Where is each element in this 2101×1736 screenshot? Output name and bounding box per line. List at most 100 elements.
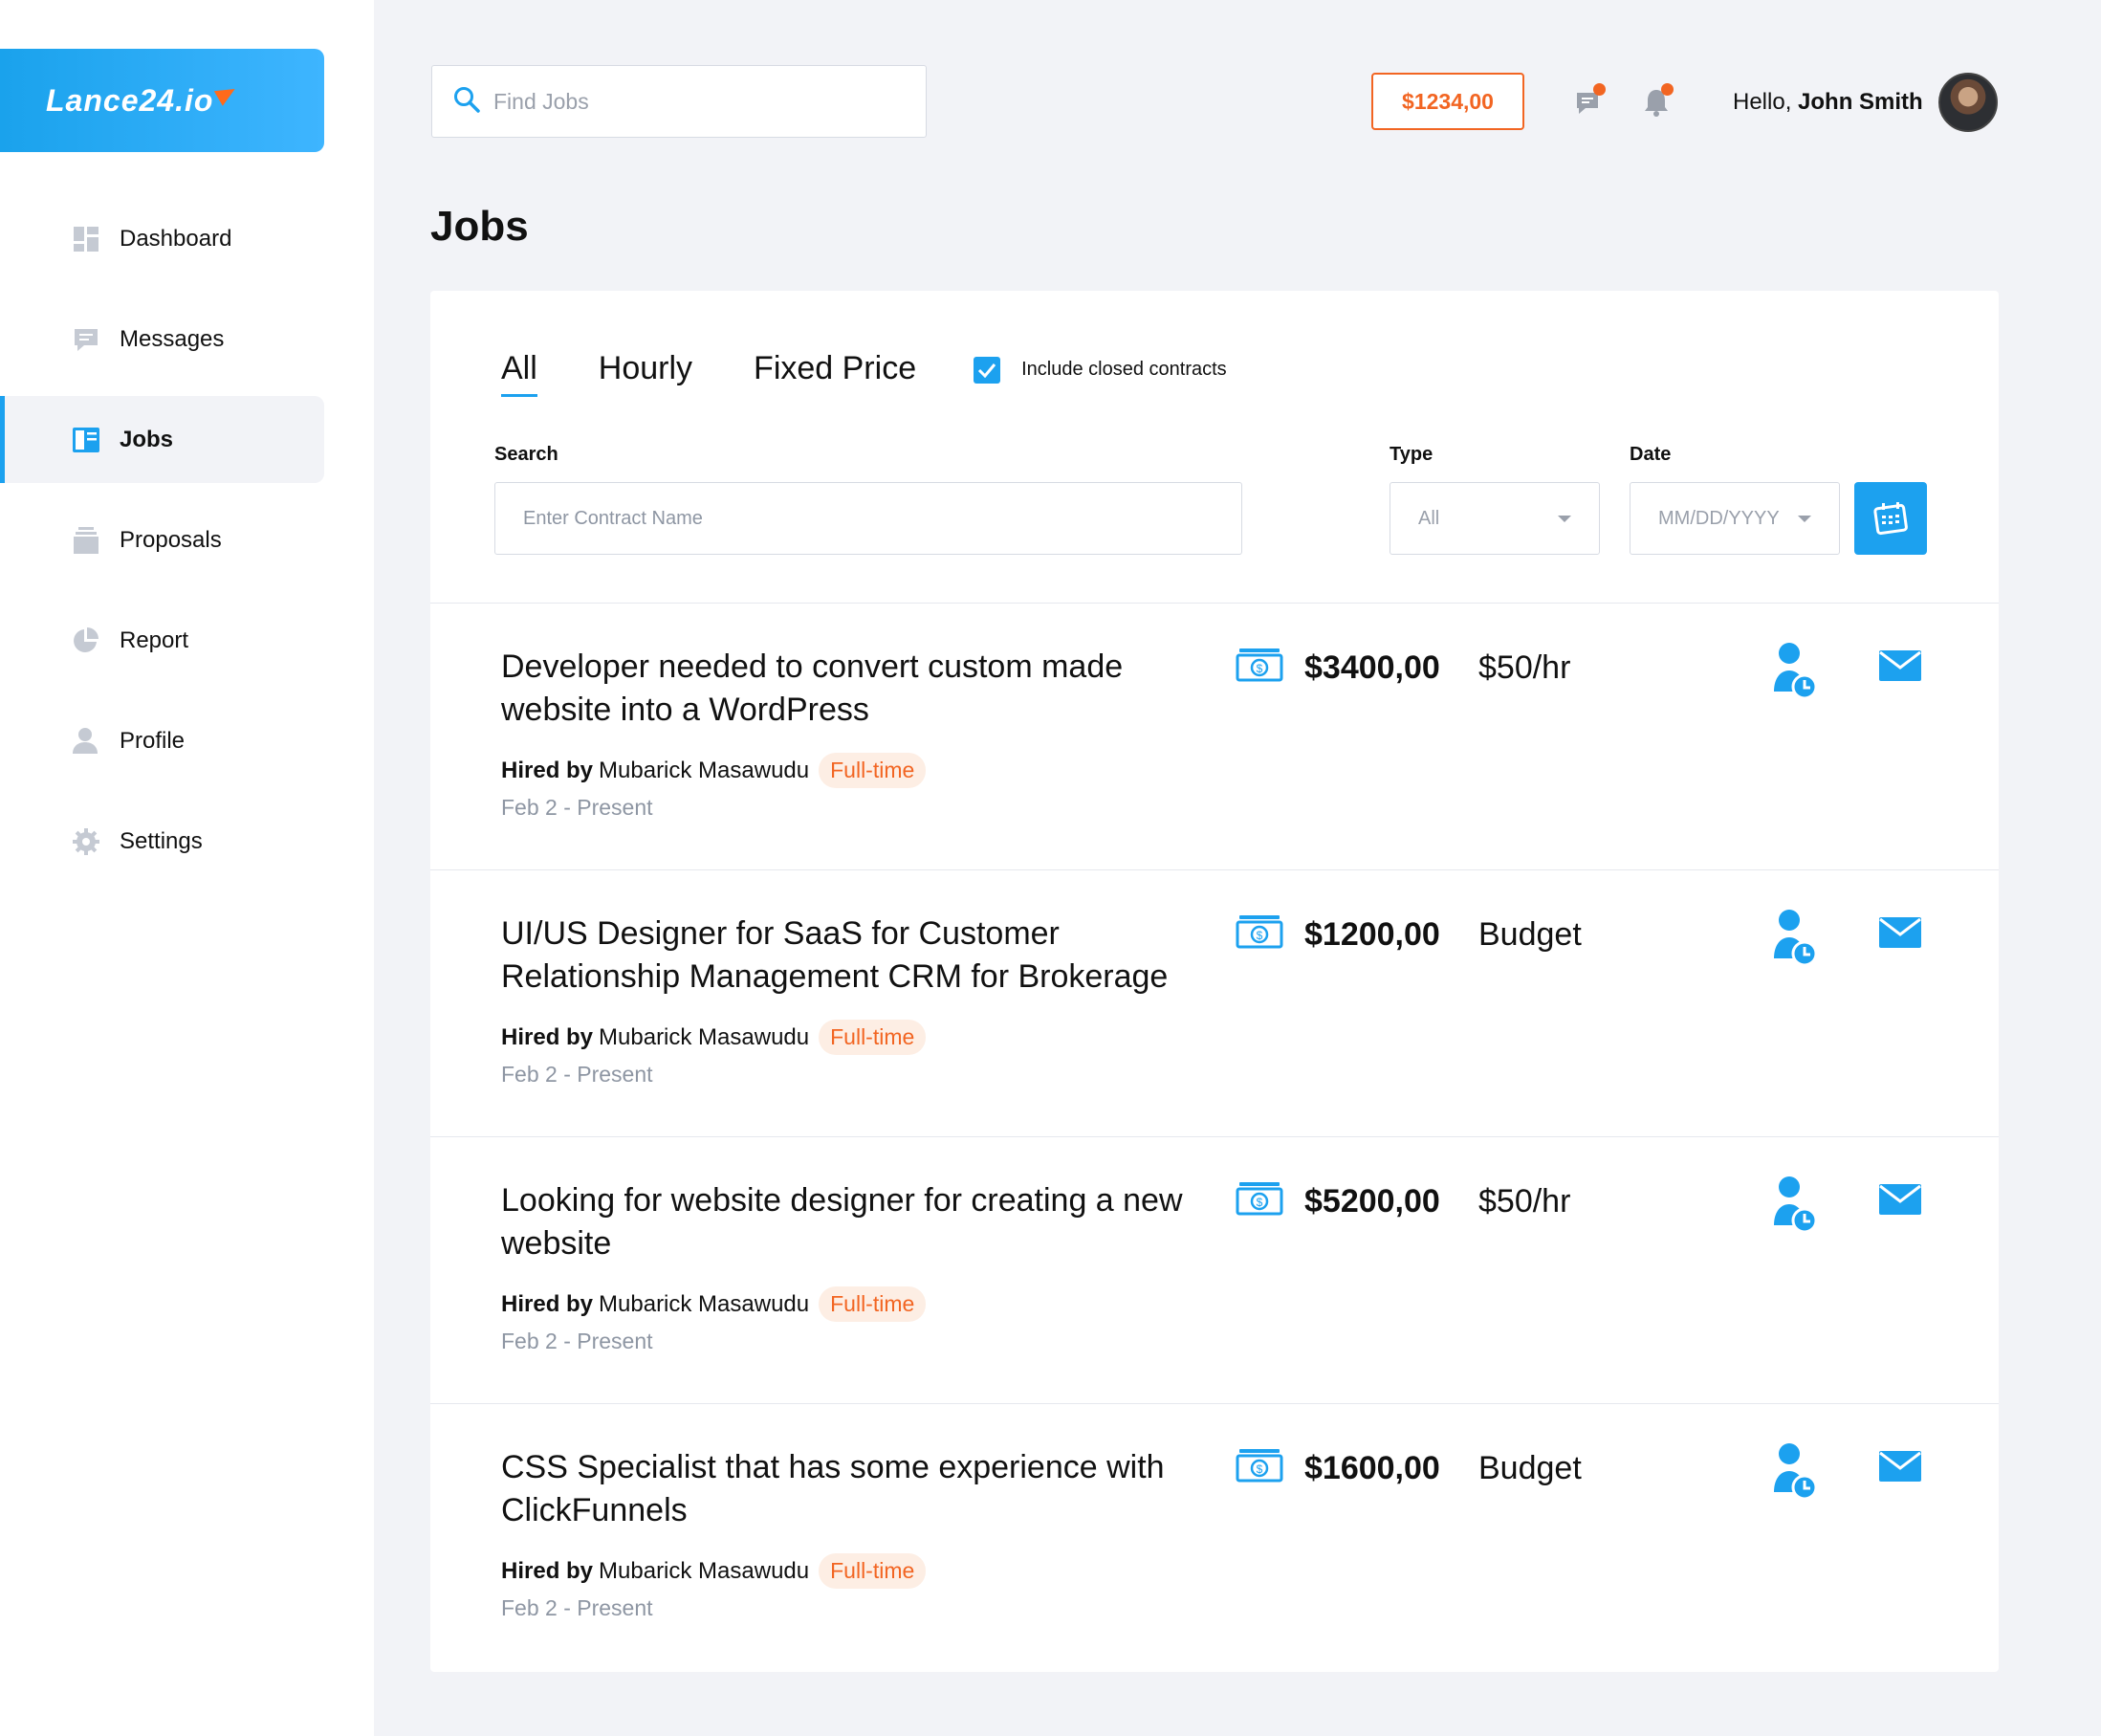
- job-amount: $1600,00: [1304, 1450, 1440, 1486]
- job-type-badge: Full-time: [819, 1553, 927, 1589]
- mail-icon[interactable]: [1878, 916, 1922, 954]
- hired-by-label: Hired by: [501, 1557, 594, 1584]
- svg-text:$: $: [1257, 929, 1263, 942]
- unread-dot: [1593, 83, 1606, 96]
- hired-by-label: Hired by: [501, 1023, 594, 1050]
- sidebar-item-label: Messages: [120, 325, 225, 352]
- user-greeting: Hello, John Smith: [1733, 89, 1923, 116]
- sidebar-item-label: Jobs: [120, 426, 174, 452]
- sidebar-item-label: Proposals: [120, 526, 222, 553]
- user-clock-icon[interactable]: [1772, 909, 1818, 973]
- sidebar-item-label: Profile: [120, 727, 186, 754]
- job-date: Feb 2 - Present: [501, 1329, 653, 1353]
- job-amount: $5200,00: [1304, 1183, 1440, 1220]
- hired-by-name: Mubarick Masawudu: [599, 1023, 810, 1050]
- logo-arrow-icon: [214, 81, 240, 106]
- logo[interactable]: Lance24.io: [0, 49, 324, 152]
- tab-hourly[interactable]: Hourly: [598, 350, 693, 386]
- sidebar-item-proposals[interactable]: Proposals: [0, 496, 324, 583]
- date-select[interactable]: MM/DD/YYYY: [1630, 482, 1840, 555]
- type-select[interactable]: All: [1390, 482, 1600, 555]
- mail-icon[interactable]: [1878, 649, 1922, 687]
- job-title[interactable]: Developer needed to convert custom made …: [501, 648, 1124, 728]
- sidebar-nav: Dashboard Messages Jobs Proposals Report: [0, 195, 324, 898]
- page-title: Jobs: [430, 203, 529, 250]
- jobs-card: All Hourly Fixed Price Include closed co…: [430, 291, 1999, 1672]
- type-select-value: All: [1418, 507, 1440, 529]
- include-closed-checkbox[interactable]: [974, 356, 1001, 384]
- job-hired-by: Hired by Mubarick Masawudu Full-time: [501, 753, 927, 788]
- find-jobs-input[interactable]: [493, 88, 895, 115]
- job-title[interactable]: UI/US Designer for SaaS for Customer Rel…: [501, 915, 1169, 995]
- sidebar-item-jobs[interactable]: Jobs: [0, 396, 324, 483]
- avatar[interactable]: [1938, 73, 1998, 132]
- job-row[interactable]: CSS Specialist that has some experience …: [430, 1403, 1999, 1670]
- tab-all[interactable]: All: [501, 350, 537, 397]
- job-rate: $50/hr: [1478, 1183, 1571, 1220]
- sidebar-item-dashboard[interactable]: Dashboard: [0, 195, 324, 282]
- sidebar: Lance24.io Dashboard Messages Jobs Pr: [0, 0, 374, 1736]
- balance-button[interactable]: $1234,00: [1371, 73, 1524, 130]
- type-field-label: Type: [1390, 444, 1433, 465]
- job-row[interactable]: UI/US Designer for SaaS for Customer Rel…: [430, 869, 1999, 1136]
- include-closed-toggle[interactable]: Include closed contracts: [974, 356, 1227, 384]
- date-select-value: MM/DD/YYYY: [1658, 507, 1780, 529]
- find-jobs-search[interactable]: [431, 65, 927, 138]
- svg-text:$: $: [1257, 1196, 1263, 1209]
- user-clock-icon[interactable]: [1772, 1442, 1818, 1506]
- job-row[interactable]: Developer needed to convert custom made …: [430, 603, 1999, 869]
- job-type-badge: Full-time: [819, 1020, 927, 1055]
- chat-notifications-button[interactable]: [1569, 83, 1608, 121]
- chevron-down-icon: [1558, 515, 1571, 522]
- job-row[interactable]: Looking for website designer for creatin…: [430, 1136, 1999, 1403]
- search-icon: [453, 86, 480, 118]
- job-rate: $50/hr: [1478, 649, 1571, 686]
- proposals-icon: [72, 526, 100, 555]
- job-rate: Budget: [1478, 916, 1582, 953]
- chevron-down-icon: [1798, 515, 1811, 522]
- user-clock-icon[interactable]: [1772, 642, 1818, 706]
- hired-by-label: Hired by: [501, 757, 594, 783]
- greeting-prefix: Hello,: [1733, 89, 1792, 115]
- hired-by-label: Hired by: [501, 1290, 594, 1317]
- hired-by-name: Mubarick Masawudu: [599, 1557, 810, 1584]
- include-closed-label: Include closed contracts: [1021, 359, 1227, 380]
- alerts-button[interactable]: [1637, 83, 1675, 121]
- sidebar-item-label: Report: [120, 626, 189, 653]
- sidebar-item-report[interactable]: Report: [0, 597, 324, 684]
- svg-text:$: $: [1257, 1462, 1263, 1476]
- money-icon: $: [1236, 648, 1283, 687]
- money-icon: $: [1236, 914, 1283, 954]
- job-title[interactable]: Looking for website designer for creatin…: [501, 1182, 1183, 1262]
- filter-tabs: All Hourly Fixed Price Include closed co…: [501, 350, 1227, 397]
- job-title[interactable]: CSS Specialist that has some experience …: [501, 1449, 1165, 1528]
- hired-by-name: Mubarick Masawudu: [599, 1290, 810, 1317]
- money-icon: $: [1236, 1181, 1283, 1220]
- job-hired-by: Hired by Mubarick Masawudu Full-time: [501, 1286, 927, 1322]
- job-amount: $3400,00: [1304, 649, 1440, 686]
- tab-fixed-price[interactable]: Fixed Price: [754, 350, 917, 386]
- calendar-button[interactable]: [1854, 482, 1927, 555]
- job-hired-by: Hired by Mubarick Masawudu Full-time: [501, 1020, 927, 1055]
- calendar-icon: [1873, 502, 1908, 536]
- hired-by-name: Mubarick Masawudu: [599, 757, 810, 783]
- job-amount: $1200,00: [1304, 916, 1440, 953]
- sidebar-item-profile[interactable]: Profile: [0, 697, 324, 784]
- money-icon: $: [1236, 1448, 1283, 1487]
- dashboard-icon: [72, 225, 100, 253]
- user-clock-icon[interactable]: [1772, 1176, 1818, 1240]
- sidebar-item-label: Dashboard: [120, 225, 232, 252]
- svg-text:$: $: [1257, 662, 1263, 675]
- mail-icon[interactable]: [1878, 1183, 1922, 1220]
- settings-icon: [72, 827, 100, 856]
- job-date: Feb 2 - Present: [501, 1062, 653, 1087]
- contract-search-input[interactable]: [494, 482, 1242, 555]
- logo-text: Lance24.io: [46, 82, 214, 118]
- unread-dot: [1661, 83, 1674, 96]
- sidebar-item-messages[interactable]: Messages: [0, 296, 324, 383]
- sidebar-item-settings[interactable]: Settings: [0, 798, 324, 885]
- job-hired-by: Hired by Mubarick Masawudu Full-time: [501, 1553, 927, 1589]
- sidebar-item-label: Settings: [120, 827, 203, 854]
- job-date: Feb 2 - Present: [501, 1595, 653, 1620]
- mail-icon[interactable]: [1878, 1450, 1922, 1487]
